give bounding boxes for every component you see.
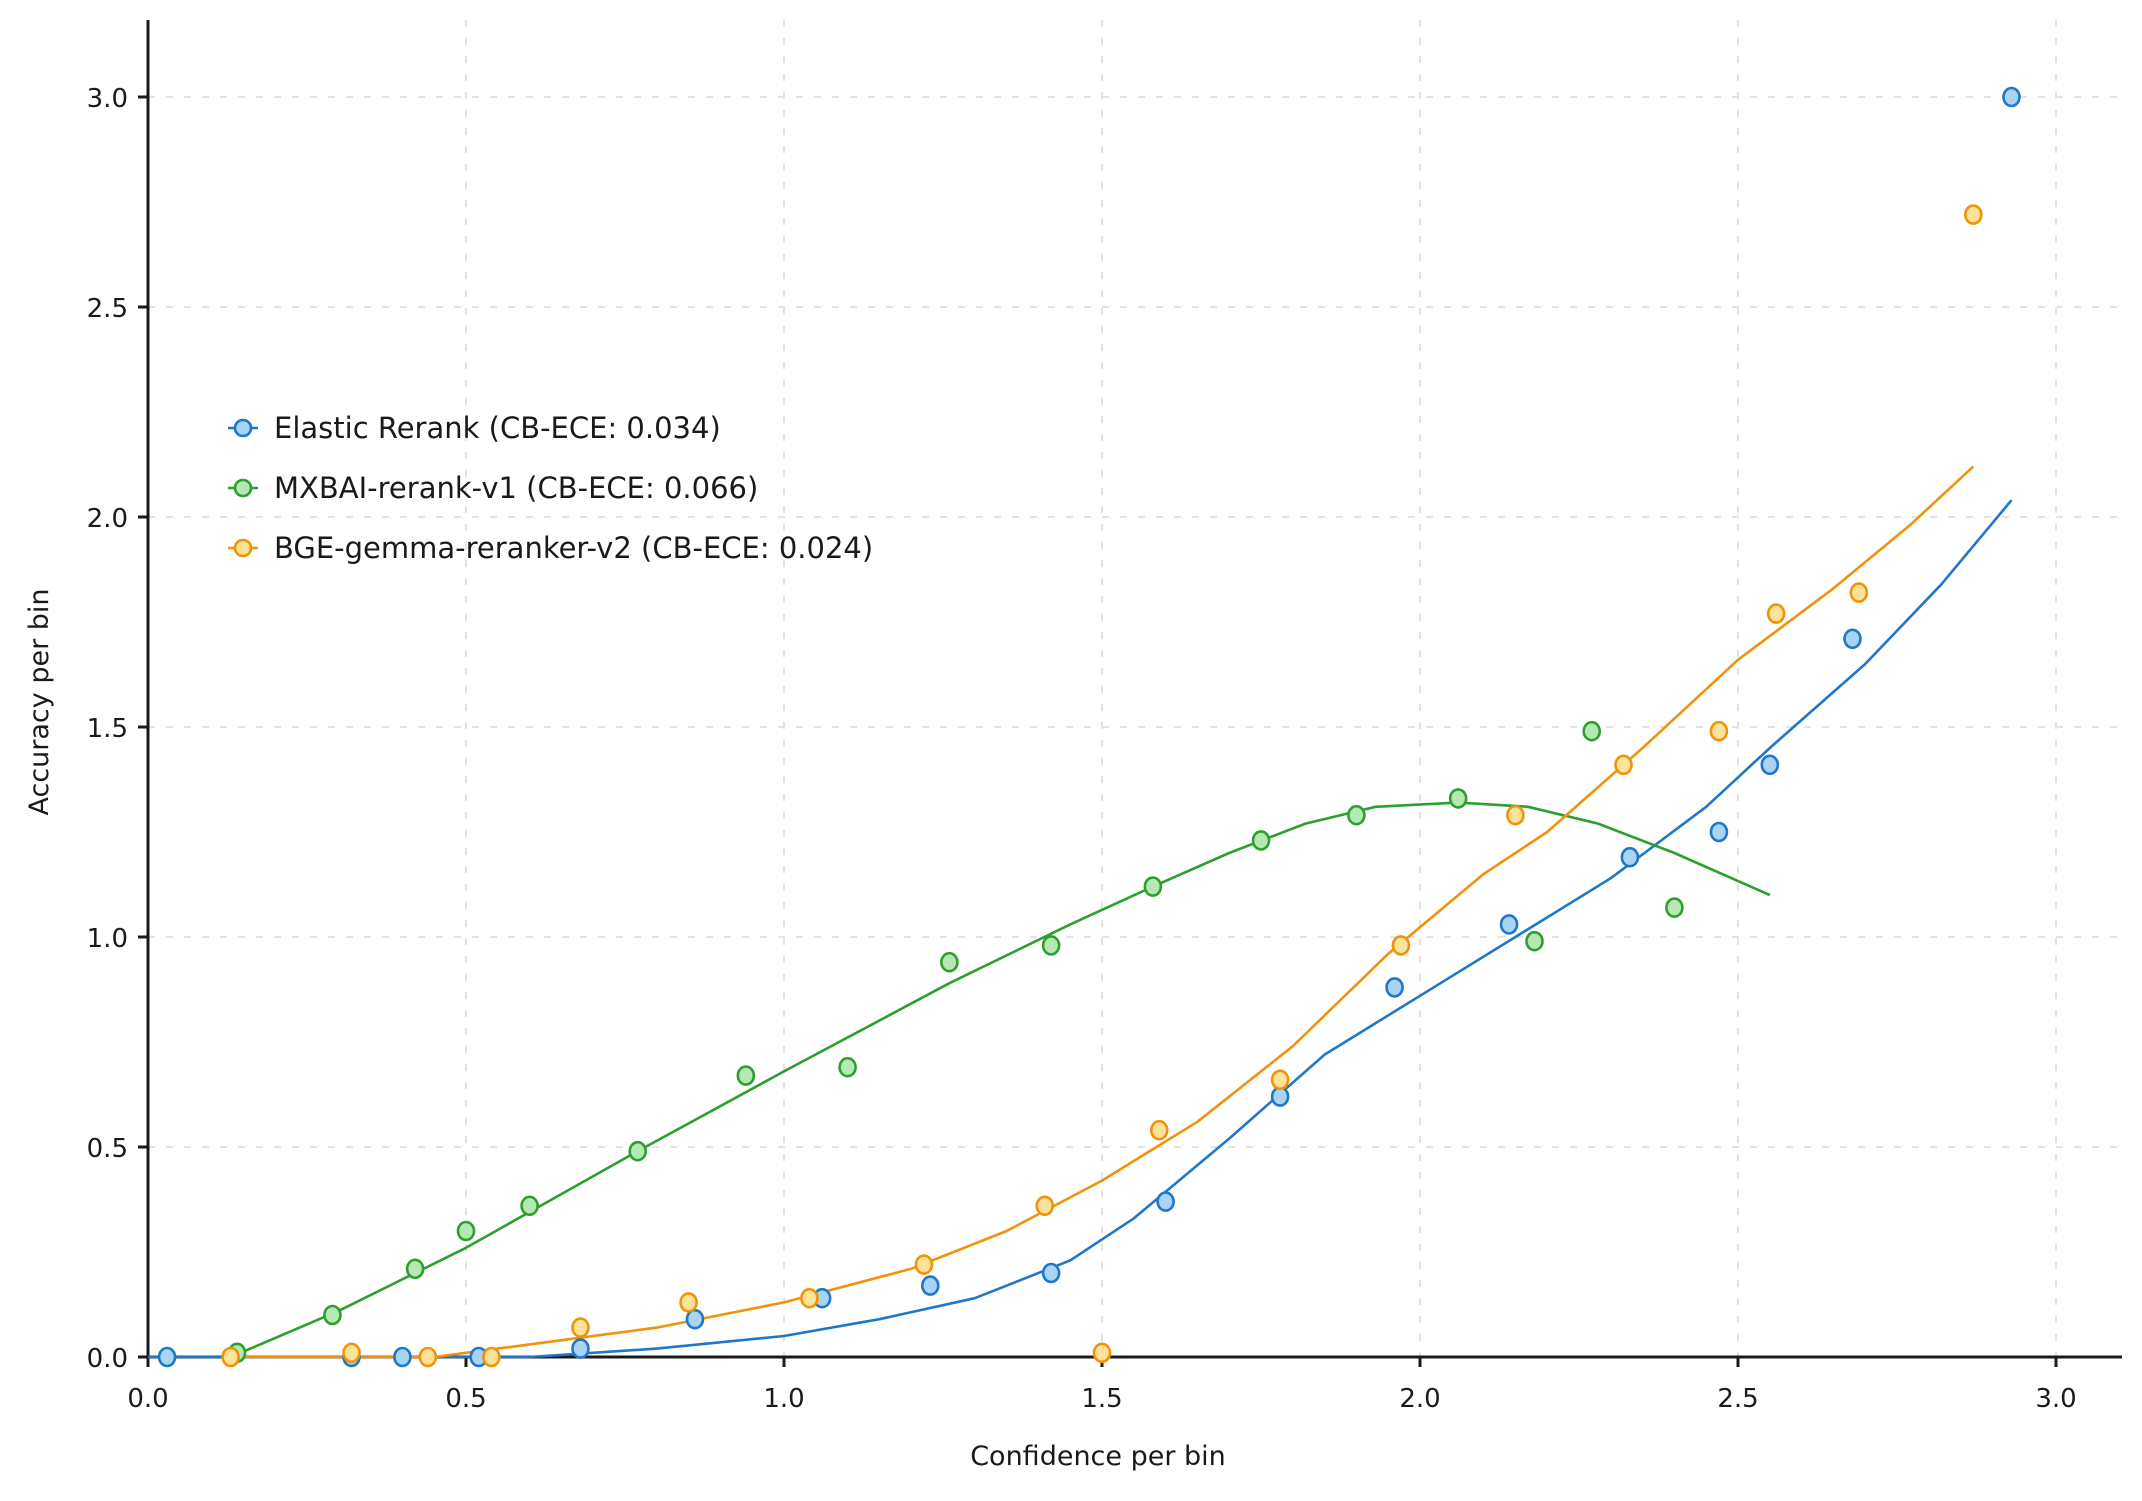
data-point-marker bbox=[1506, 804, 1525, 826]
fit-line bbox=[230, 801, 1771, 1359]
legend-marker-icon bbox=[233, 478, 253, 498]
data-point-marker bbox=[1665, 897, 1684, 918]
data-point-marker bbox=[571, 1317, 590, 1338]
y-tick-label: 1.0 bbox=[87, 924, 128, 954]
series-0 bbox=[148, 499, 2013, 1359]
data-point-marker bbox=[679, 1292, 698, 1313]
data-point-marker bbox=[1709, 720, 1729, 742]
series-points-2 bbox=[221, 204, 1983, 1368]
data-point-marker bbox=[520, 1195, 539, 1217]
x-tick-label: 2.0 bbox=[1399, 1384, 1440, 1414]
data-point-marker bbox=[1614, 754, 1633, 776]
data-point-marker bbox=[405, 1258, 425, 1280]
data-point-marker bbox=[2002, 86, 2021, 108]
data-point-marker bbox=[456, 1220, 476, 1242]
legend-label: Elastic Rerank (CB-ECE: 0.034) bbox=[274, 411, 721, 445]
legend-item: Elastic Rerank (CB-ECE: 0.034) bbox=[228, 411, 721, 445]
data-point-marker bbox=[940, 951, 959, 973]
data-point-marker bbox=[1620, 846, 1640, 868]
data-point-marker bbox=[736, 1065, 756, 1086]
fit-line bbox=[230, 465, 1975, 1359]
data-point-marker bbox=[393, 1346, 412, 1368]
data-point-marker bbox=[342, 1342, 361, 1364]
legend-marker-icon bbox=[233, 538, 253, 558]
series-1 bbox=[230, 801, 1771, 1359]
data-point-marker bbox=[1760, 754, 1780, 776]
data-point-marker bbox=[914, 1254, 934, 1275]
data-point-marker bbox=[221, 1346, 240, 1368]
data-point-marker bbox=[482, 1346, 501, 1368]
data-point-marker bbox=[571, 1338, 590, 1359]
data-point-marker bbox=[1964, 204, 1983, 225]
data-point-marker bbox=[1448, 788, 1468, 809]
data-point-marker bbox=[1385, 977, 1404, 998]
data-point-marker bbox=[323, 1304, 342, 1326]
y-axis-title: Accuracy per bin bbox=[24, 588, 55, 815]
data-point-marker bbox=[1525, 930, 1544, 952]
data-point-marker bbox=[1149, 1119, 1169, 1141]
legend-item: MXBAI-rerank-v1 (CB-ECE: 0.066) bbox=[228, 471, 758, 505]
legend-marker-icon bbox=[233, 418, 253, 438]
data-point-marker bbox=[1041, 1262, 1061, 1284]
y-tick-label: 1.5 bbox=[87, 714, 128, 744]
y-tick-label: 0.0 bbox=[87, 1344, 128, 1374]
series-points-1 bbox=[227, 720, 1684, 1364]
data-point-marker bbox=[838, 1056, 857, 1078]
data-point-marker bbox=[1849, 582, 1869, 603]
grid-lines bbox=[148, 20, 2122, 1357]
axes bbox=[146, 20, 2122, 1359]
y-tick-label: 3.0 bbox=[87, 84, 128, 114]
x-tick-label: 2.5 bbox=[1717, 1384, 1758, 1414]
data-point-marker bbox=[1251, 830, 1271, 851]
y-axis-ticks: 0.0 0.5 1.0 1.5 2.0 2.5 3.0 bbox=[87, 84, 148, 1374]
y-tick-label: 2.5 bbox=[87, 294, 128, 324]
data-point-marker bbox=[800, 1287, 819, 1309]
x-tick-label: 0.5 bbox=[445, 1384, 486, 1414]
legend-item: BGE-gemma-reranker-v2 (CB-ECE: 0.024) bbox=[228, 531, 873, 565]
data-point-marker bbox=[1391, 935, 1411, 956]
y-tick-label: 2.0 bbox=[87, 504, 128, 534]
data-point-marker bbox=[1092, 1342, 1112, 1364]
x-axis-title: Confidence per bin bbox=[970, 1441, 1226, 1472]
data-point-marker bbox=[1709, 821, 1729, 843]
data-point-marker bbox=[1843, 628, 1862, 650]
plot-series bbox=[148, 86, 2021, 1368]
data-point-marker bbox=[1143, 876, 1163, 897]
data-point-marker bbox=[1041, 935, 1061, 956]
legend: Elastic Rerank (CB-ECE: 0.034) MXBAI-rera… bbox=[228, 411, 873, 565]
x-axis-ticks: 0.0 0.5 1.0 1.5 2.0 2.5 3.0 bbox=[127, 1357, 2077, 1414]
data-point-marker bbox=[157, 1346, 177, 1368]
data-point-marker bbox=[628, 1140, 648, 1162]
data-point-marker bbox=[1766, 603, 1786, 624]
data-point-marker bbox=[1499, 914, 1519, 935]
y-tick-label: 0.5 bbox=[87, 1134, 128, 1164]
data-point-marker bbox=[1156, 1191, 1175, 1212]
x-tick-label: 3.0 bbox=[2035, 1384, 2076, 1414]
data-point-marker bbox=[1270, 1086, 1290, 1107]
x-tick-label: 1.0 bbox=[763, 1384, 804, 1414]
series-2 bbox=[230, 465, 1975, 1359]
data-point-marker bbox=[418, 1346, 438, 1368]
legend-label: BGE-gemma-reranker-v2 (CB-ECE: 0.024) bbox=[274, 531, 873, 565]
x-tick-label: 0.0 bbox=[127, 1384, 168, 1414]
legend-label: MXBAI-rerank-v1 (CB-ECE: 0.066) bbox=[274, 471, 758, 505]
data-point-marker bbox=[685, 1308, 705, 1330]
fit-line bbox=[148, 499, 2013, 1359]
data-point-marker bbox=[1347, 804, 1366, 826]
data-point-marker bbox=[1270, 1069, 1290, 1091]
data-point-marker bbox=[920, 1275, 940, 1296]
x-tick-label: 1.5 bbox=[1081, 1384, 1122, 1414]
data-point-marker bbox=[1582, 720, 1602, 742]
data-point-marker bbox=[1035, 1195, 1055, 1217]
